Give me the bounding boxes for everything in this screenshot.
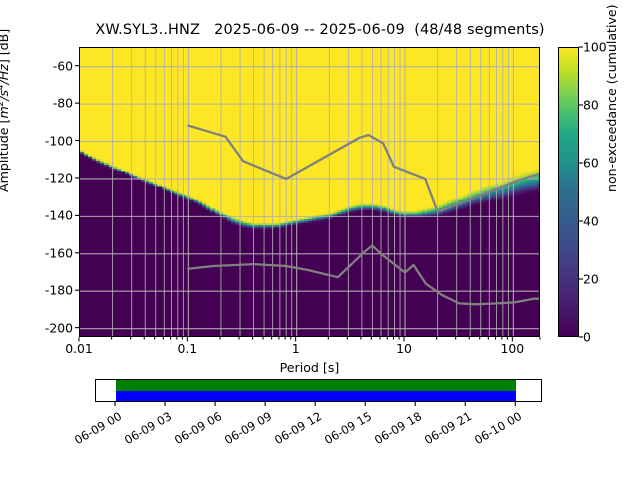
timeline-blue-bar: [116, 390, 517, 401]
x-tick-label: 100: [500, 341, 525, 356]
timeline-green-bar: [116, 380, 517, 391]
ppsd-heatmap: [80, 48, 539, 336]
colorbar[interactable]: [558, 47, 579, 337]
colorbar-tick-label: 100: [583, 39, 607, 55]
colorbar-tick-label: 80: [583, 97, 599, 113]
x-tick-label: 0.01: [65, 341, 93, 356]
x-axis-label: Period [s]: [279, 360, 340, 375]
ppsd-plot-area[interactable]: [79, 47, 540, 337]
y-tick-label: -60: [52, 58, 73, 74]
timeline-data-segment: [116, 380, 517, 401]
colorbar-tick-label: 40: [583, 213, 599, 229]
x-tick-label: 1: [291, 341, 300, 356]
y-tick-label: -100: [44, 133, 73, 149]
y-tick-label: -120: [44, 170, 73, 186]
timeline-axes[interactable]: [95, 379, 542, 402]
y-tick-label: -160: [44, 245, 73, 261]
y-tick-label: -200: [44, 320, 73, 336]
colorbar-tick-label: 20: [583, 271, 599, 287]
y-tick-label: -140: [44, 207, 73, 223]
x-tick-label: 10: [396, 341, 412, 356]
colorbar-tick-label: 60: [583, 155, 599, 171]
y-tick-label: -180: [44, 282, 73, 298]
figure-title: XW.SYL3..HNZ 2025-06-09 -- 2025-06-09 (4…: [95, 22, 545, 38]
plot-overlay: [80, 48, 539, 336]
x-tick-label: 0.1: [177, 341, 198, 356]
y-tick-label: -80: [52, 95, 73, 111]
colorbar-tick-label: 0: [583, 329, 591, 345]
